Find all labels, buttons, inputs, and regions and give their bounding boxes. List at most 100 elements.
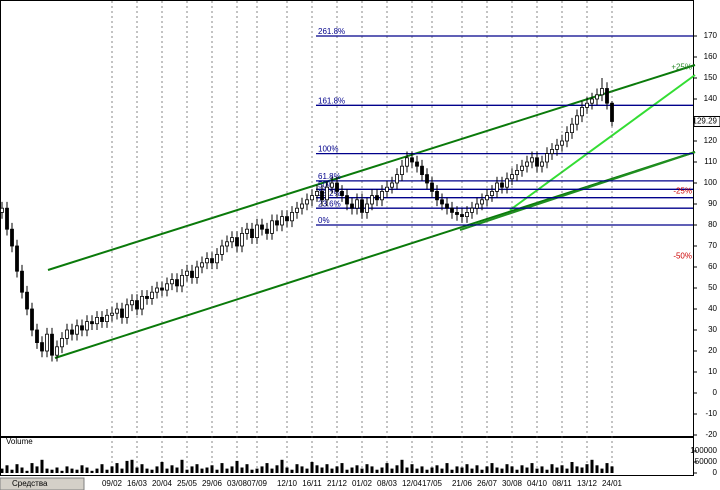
volume-bar bbox=[410, 464, 414, 473]
volume-bar bbox=[80, 465, 84, 473]
candle-body bbox=[535, 157, 539, 167]
candle-body bbox=[340, 190, 344, 196]
candle-body bbox=[200, 262, 204, 268]
candle-body bbox=[265, 228, 269, 234]
candle-body bbox=[150, 291, 154, 299]
volume-bar bbox=[540, 466, 544, 473]
volume-bar bbox=[15, 464, 19, 473]
candle-body bbox=[550, 148, 554, 154]
volume-bar bbox=[295, 464, 299, 473]
candle-body bbox=[60, 337, 64, 348]
volume-bar bbox=[570, 462, 574, 473]
fib-label: 38.2% bbox=[318, 189, 341, 198]
candle-body bbox=[15, 245, 19, 272]
candle-body bbox=[525, 161, 529, 167]
candle-body bbox=[330, 182, 334, 188]
annotation: -50% bbox=[673, 252, 692, 261]
candle-body bbox=[475, 203, 479, 209]
x-tick-label: 09/02 bbox=[102, 479, 123, 488]
candle-body bbox=[210, 258, 214, 264]
candle-body bbox=[420, 165, 424, 175]
volume-bar bbox=[160, 462, 164, 473]
candle-body bbox=[0, 207, 4, 213]
candle-body bbox=[295, 207, 299, 213]
volume-bar bbox=[245, 464, 249, 473]
volume-bar bbox=[85, 467, 89, 473]
volume-bar bbox=[590, 459, 594, 473]
trend-line bbox=[509, 74, 696, 211]
candle-body bbox=[600, 88, 604, 96]
volume-bar bbox=[330, 468, 334, 473]
candle-body bbox=[50, 333, 54, 356]
x-tick-label: 17/05 bbox=[422, 479, 443, 488]
volume-bar bbox=[230, 466, 234, 473]
candle-body bbox=[115, 308, 119, 314]
candle-body bbox=[320, 190, 324, 201]
candle-body bbox=[560, 140, 564, 146]
candle-body bbox=[480, 199, 484, 205]
volume-bar bbox=[610, 466, 614, 473]
volume-bar bbox=[105, 469, 109, 473]
volume-bar bbox=[420, 466, 424, 473]
candle-body bbox=[450, 207, 454, 213]
taskbar-label[interactable]: Средства bbox=[12, 479, 48, 488]
candle-body bbox=[430, 182, 434, 192]
channel-lower bbox=[54, 151, 696, 359]
volume-bar bbox=[430, 467, 434, 473]
volume-bar bbox=[350, 467, 354, 473]
y-tick-label: 90 bbox=[708, 199, 717, 208]
volume-bar bbox=[10, 469, 14, 473]
volume-bar bbox=[280, 459, 284, 473]
volume-bar bbox=[600, 468, 604, 473]
volume-bar bbox=[575, 466, 579, 473]
volume-bar bbox=[390, 468, 394, 473]
volume-bar bbox=[250, 469, 254, 473]
annotation: +25% bbox=[671, 63, 692, 72]
candle-body bbox=[100, 316, 104, 322]
volume-bar bbox=[135, 467, 139, 473]
volume-bar bbox=[415, 468, 419, 473]
last-price-label: 129.29 bbox=[693, 117, 718, 126]
y-tick-label: 170 bbox=[704, 31, 718, 40]
candle-body bbox=[500, 182, 504, 188]
volume-bar bbox=[190, 466, 194, 473]
candle-body bbox=[470, 207, 474, 213]
x-tick-label: 04/10 bbox=[527, 479, 548, 488]
candle-body bbox=[80, 325, 84, 331]
candle-body bbox=[260, 224, 264, 230]
y-tick-label: 10 bbox=[708, 367, 717, 376]
candle-body bbox=[585, 102, 589, 108]
candle-body bbox=[70, 329, 74, 335]
candle-body bbox=[10, 228, 14, 247]
fib-label: 61.8% bbox=[318, 172, 341, 181]
volume-bar bbox=[95, 468, 99, 473]
candle-body bbox=[370, 195, 374, 205]
candle-body bbox=[465, 211, 469, 217]
y-tick-label: 80 bbox=[708, 220, 717, 229]
candle-body bbox=[410, 157, 414, 163]
volume-bar bbox=[35, 466, 39, 473]
volume-bar bbox=[175, 467, 179, 473]
volume-bar bbox=[510, 466, 514, 473]
candle-body bbox=[35, 329, 39, 344]
volume-bar bbox=[465, 464, 469, 473]
y-tick-label: 50 bbox=[708, 283, 717, 292]
x-tick-label: 12/04 bbox=[402, 479, 423, 488]
x-tick-label: 07/09 bbox=[247, 479, 268, 488]
volume-bar bbox=[435, 465, 439, 473]
last-price-box bbox=[693, 115, 720, 127]
taskbar-window[interactable] bbox=[0, 477, 85, 490]
volume-bar bbox=[145, 468, 149, 473]
volume-tick-label: 0 bbox=[713, 468, 718, 477]
volume-bar bbox=[365, 464, 369, 473]
candle-body bbox=[65, 329, 69, 339]
volume-bar bbox=[335, 466, 339, 473]
x-tick-label: 08/03 bbox=[377, 479, 398, 488]
candle-body bbox=[145, 295, 149, 299]
y-tick-label: 120 bbox=[704, 136, 718, 145]
candle-body bbox=[280, 216, 284, 226]
volume-bar bbox=[520, 465, 524, 473]
volume-bar bbox=[65, 466, 69, 473]
volume-bar bbox=[440, 468, 444, 473]
volume-bar bbox=[0, 468, 4, 473]
